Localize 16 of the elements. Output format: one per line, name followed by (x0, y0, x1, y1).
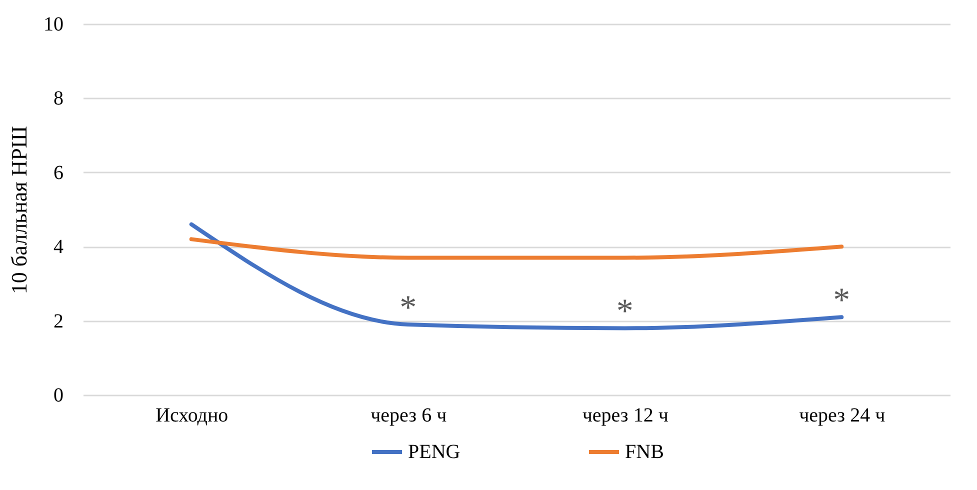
annotation: * (616, 293, 634, 330)
y-tick-label: 2 (54, 310, 64, 332)
y-axis-title: 10 балльная НРШ (6, 126, 32, 294)
x-tick-label: через 6 ч (370, 404, 447, 426)
y-tick-label: 4 (54, 236, 64, 258)
y-tick-label: 10 (44, 14, 64, 36)
legend-label: PENG (408, 441, 460, 463)
y-tick-label: 8 (54, 88, 64, 110)
x-tick-label: Исходно (156, 404, 228, 426)
y-tick-label: 0 (54, 384, 64, 406)
annotation: * (400, 290, 417, 327)
legend-label: FNB (625, 441, 664, 463)
x-tick-label: через 12 ч (582, 404, 668, 426)
x-tick-label: через 24 ч (799, 404, 886, 426)
y-tick-label: 6 (54, 162, 64, 184)
annotation: * (833, 282, 850, 320)
